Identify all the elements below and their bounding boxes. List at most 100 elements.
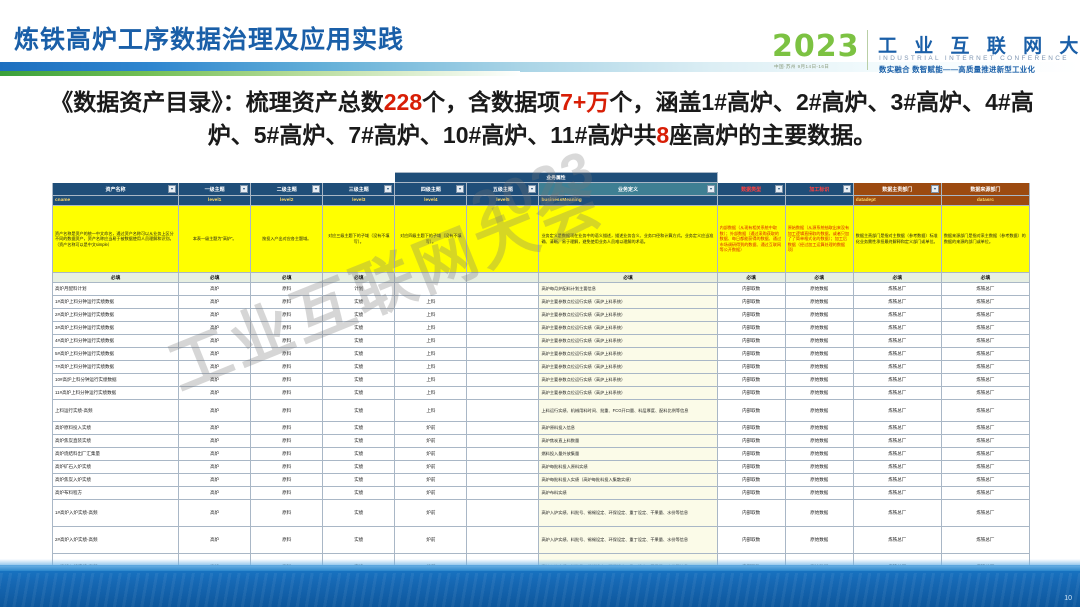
cell-level4: 炉前 [394,526,468,554]
cell-level3: 实绩 [322,347,396,361]
table-row[interactable]: 高炉焦炭直装实绩 高炉 原料 实绩 炉前 高炉焦炭直上料数量 内部取数 原始数据 炼铁总厂 炼铁总… [52,434,1030,448]
table-row[interactable]: 高炉烧结料出厂汇集量 高炉 原料 实绩 炉前 燃料投入量外放集量 内部取数 原始数据 炼铁总厂炼… [52,447,1030,461]
col-label-data-type: 数据类型 [741,186,762,193]
col-header-datadept[interactable]: 数据主责部门 [852,182,942,196]
table-row[interactable]: 高炉焦炭入炉实绩 高炉 原料 实绩 炉前 高炉每批料投入实绩（高炉每批料投入集散实绩） 内部… [52,473,1030,487]
table-row[interactable]: 1#高炉上料分钟运行实绩数据 高炉 原料 实绩 上料 高炉主要参数点位运行实绩（高炉上料系… [52,295,1030,309]
table-row[interactable]: 7#高炉上料分钟运行实绩数据 高炉 原料 实绩 上料 高炉主要参数点位运行实绩（高炉上料系… [52,360,1030,374]
cell-level1: 高炉 [178,499,252,527]
table-row[interactable]: 10#高炉上料分钟运行实绩数据 高炉 原料 实绩 上料 高炉主要参数点位运行实绩（高炉上料… [52,373,1030,387]
logo-english-name: INDUSTRIAL INTERNET CONFERENCE [879,55,1069,62]
table-row[interactable]: 高炉月配料计划 高炉 原料 计划 高炉每月炉配料计划主要信息 内部取数 原始数据 炼铁总厂 炼铁… [52,282,1030,296]
table-row[interactable]: 5#高炉上料分钟运行实绩数据 高炉 原料 实绩 上料 高炉主要参数点位运行实绩（高炉上料系… [52,347,1030,361]
required-data-type: 必填 [716,272,786,283]
statement-highlight-8: 8 [656,122,670,148]
cell-cname: 高炉焦炭直装实绩 [52,434,180,448]
filter-dropdown-icon[interactable] [930,185,939,193]
table-row[interactable]: 1#高炉入炉实绩-高频 高炉 原料 实绩 炉前 高炉入炉实绩、料批号、锡锡设定、环保设定、… [52,499,1030,527]
filter-dropdown-icon[interactable] [312,185,321,193]
col-header-data-type[interactable]: 数据类型 [716,182,786,196]
required-level3: 必填 [322,272,396,283]
cell-datasrc: 炼铁总厂 [940,460,1030,474]
table-row[interactable]: 高炉布料程方 高炉 原料 实绩 炉前 高炉布料实绩 内部取数 原始数据 炼铁总厂 炼铁总厂 [52,486,1030,500]
cell-process-flag: 原始数据 [784,334,854,348]
cell-business-meaning: 高炉每批料投入实绩（高炉每批料投入集散实绩） [538,473,718,487]
col-header-level3[interactable]: 三级主题 [322,182,396,196]
table-row[interactable]: 11#高炉上料分钟运行实绩数据 高炉 原料 实绩 上料 高炉主要参数点位运行实绩（高炉上料… [52,386,1030,400]
cell-process-flag: 原始数据 [784,499,854,527]
cell-level4: 炉前 [394,460,468,474]
cell-level4: 炉前 [394,447,468,461]
cell-level2: 原料 [250,295,324,309]
cell-process-flag: 原始数据 [784,399,854,422]
group-blank-4 [322,172,396,183]
cell-business-meaning: 高炉主要参数点位运行实绩（高炉上料系统） [538,360,718,374]
cell-datasrc: 炼铁总厂 [940,321,1030,335]
cell-datadept: 炼铁总厂 [852,282,942,296]
cell-level2: 原料 [250,421,324,435]
table-row[interactable]: 3#高炉上料分钟运行实绩数据 高炉 原料 实绩 上料 高炉主要参数点位运行实绩（高炉上料系… [52,321,1030,335]
statement-part-1: 《数据资产目录》：梳理资产总数 [50,89,384,115]
cell-data-type: 内部取数 [716,347,786,361]
cell-data-type: 内部取数 [716,308,786,322]
cell-cname: 7#高炉上料分钟运行实绩数据 [52,360,180,374]
filter-dropdown-icon[interactable] [774,185,783,193]
logo-divider [867,30,868,70]
filter-dropdown-icon[interactable] [384,185,393,193]
code-datasrc: datasrc [940,195,1030,206]
statement-part-2: 个，含数据项 [422,89,561,115]
filter-dropdown-icon[interactable] [842,185,851,193]
cell-level2: 原料 [250,334,324,348]
filter-dropdown-icon[interactable] [706,185,715,193]
table-row[interactable]: 高炉原料投入实绩 高炉 原料 实绩 炉前 高炉原料投入信息 内部取数 原始数据 炼铁总厂 炼铁总厂 [52,421,1030,435]
table-row[interactable]: 2#高炉上料分钟运行实绩数据 高炉 原料 实绩 上料 高炉主要参数点位运行实绩（高炉上料系… [52,308,1030,322]
cell-business-meaning: 高炉主要参数点位运行实绩（高炉上料系统） [538,347,718,361]
header-divider-green [0,71,520,76]
cell-level2: 原料 [250,526,324,554]
cell-datasrc: 炼铁总厂 [940,434,1030,448]
column-header-row: 资产名称 一级主题 二级主题 三级主题 [52,182,1030,196]
desc-process-flag: 原始数据（从源系统抽取出来没有加工逻辑直接取的数据，或者只加了了简单格式化的数据… [784,205,854,273]
filter-dropdown-icon[interactable] [240,185,249,193]
required-datasrc: 必填 [940,272,1030,283]
column-code-row: cname level1 level2 level3 level4 level5… [52,195,1030,206]
table-row[interactable]: 2#高炉入炉实绩-高频 高炉 原料 实绩 炉前 高炉入炉实绩、料批号、锡锡设定、环保设定、… [52,526,1030,554]
col-header-level2[interactable]: 二级主题 [250,182,324,196]
col-header-datasrc[interactable]: 数据来源部门 [940,182,1030,196]
cell-cname: 3#高炉上料分钟运行实绩数据 [52,321,180,335]
cell-level1: 高炉 [178,334,252,348]
cell-cname: 1#高炉上料分钟运行实绩数据 [52,295,180,309]
col-header-level5[interactable]: 五级主题 [466,182,540,196]
cell-process-flag: 原始数据 [784,486,854,500]
cell-level2: 原料 [250,447,324,461]
desc-datadept: 数据主责部门是指对主数据（参考数据）标准化业务需性承担最终解释和定义部门或单位。 [852,205,942,273]
cell-level2: 原料 [250,386,324,400]
cell-level4: 上料 [394,360,468,374]
cell-process-flag: 原始数据 [784,347,854,361]
cell-process-flag: 原始数据 [784,360,854,374]
col-header-level1[interactable]: 一级主题 [178,182,252,196]
cell-cname: 10#高炉上料分钟运行实绩数据 [52,373,180,387]
table-row[interactable]: 4#高炉上料分钟运行实绩数据 高炉 原料 实绩 上料 高炉主要参数点位运行实绩（高炉上料系… [52,334,1030,348]
logo-chinese-name: 工 业 互 联 网 大 会 [878,36,1080,57]
filter-dropdown-icon[interactable] [456,185,465,193]
cell-cname: 2#高炉入炉实绩-高频 [52,526,180,554]
col-label-level5: 五级主题 [492,186,513,193]
filter-dropdown-icon[interactable] [168,185,177,193]
cell-level3: 实绩 [322,399,396,422]
cell-level3: 实绩 [322,486,396,500]
description-row: 资产名称是资产的统一中文命名，通过资产名称可以从业务上区分不同的数据资产，资产名… [52,205,1030,273]
col-header-level4[interactable]: 四级主题 [394,182,468,196]
table-row[interactable]: 高炉矿石入炉实绩 高炉 原料 实绩 炉前 高炉每批料投入原料实绩 内部取数 原始数据 炼铁总厂炼… [52,460,1030,474]
cell-datadept: 炼铁总厂 [852,386,942,400]
filter-dropdown-icon[interactable] [528,185,537,193]
col-header-business-meaning[interactable]: 业务定义 [538,182,718,196]
col-header-process-flag[interactable]: 加工标识 [784,182,854,196]
table-body: 高炉月配料计划 高炉 原料 计划 高炉每月炉配料计划主要信息 内部取数 原始数据 炼铁总厂 炼铁… [52,282,1030,572]
data-asset-catalog-table[interactable]: 业务属性 资产名称 一级主题 [52,172,1030,572]
required-process-flag: 必填 [784,272,854,283]
table-row[interactable]: 上料运行实绩-高频 高炉 原料 实绩 上料 上料运行实绩、机械用料时间、批重、FCG开口量… [52,399,1030,422]
cell-level5 [466,486,540,500]
col-header-cname[interactable]: 资产名称 [52,182,180,196]
